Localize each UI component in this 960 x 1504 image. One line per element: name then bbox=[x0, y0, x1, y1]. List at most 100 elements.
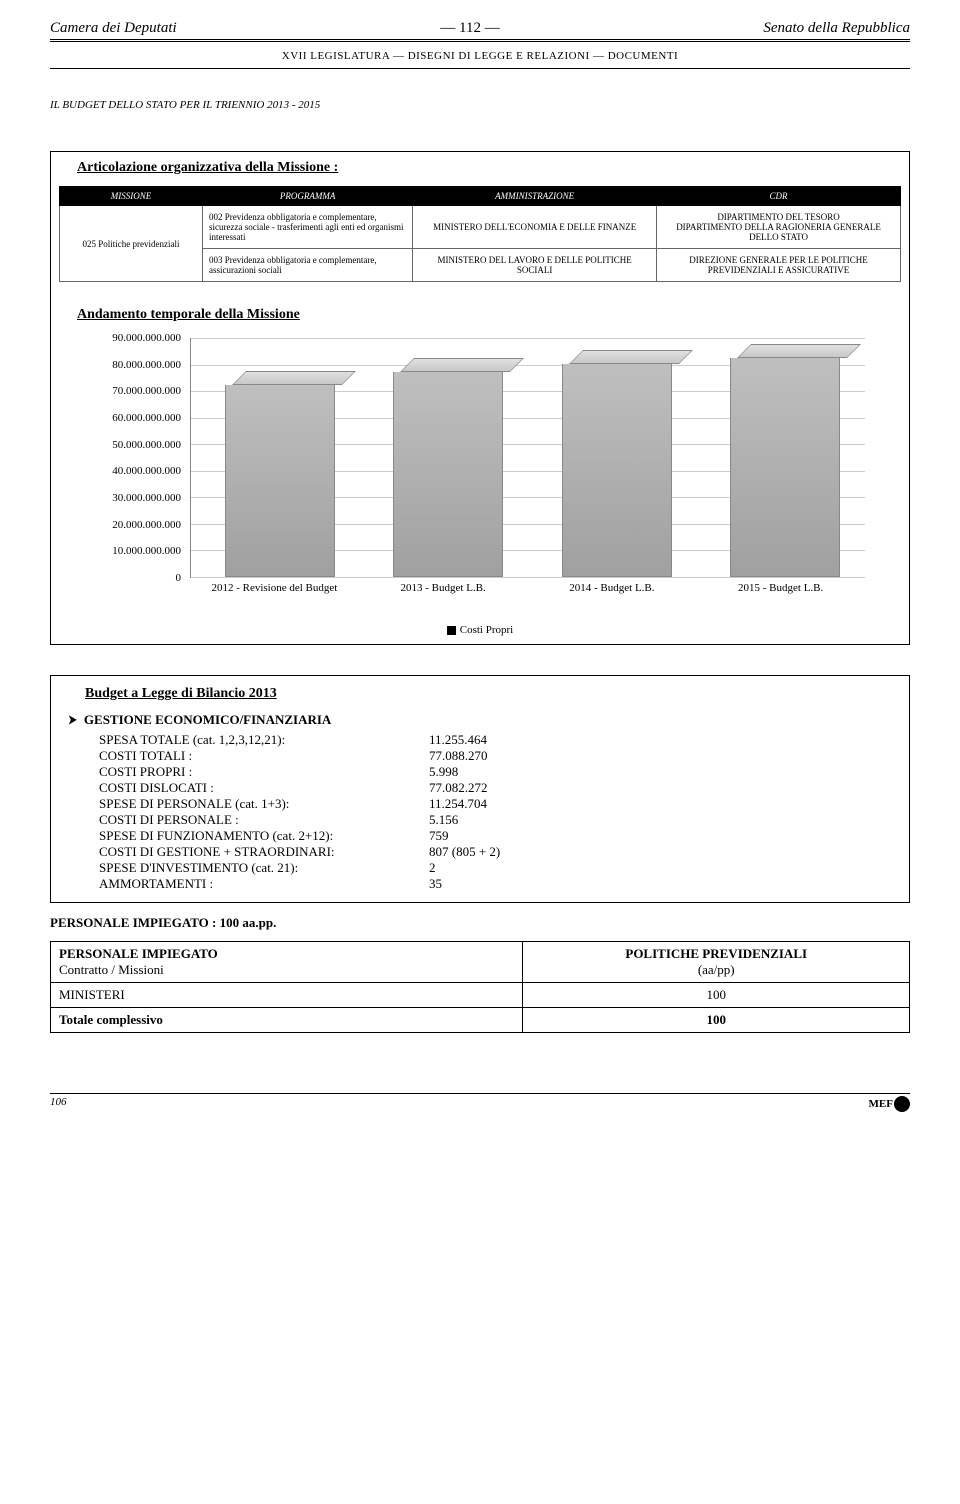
legend-swatch bbox=[447, 626, 456, 635]
mef-text: MEF bbox=[869, 1098, 893, 1110]
budget-label: COSTI PROPRI : bbox=[99, 764, 429, 780]
pers-value: 100 bbox=[523, 1008, 910, 1033]
doc-subtitle: IL BUDGET DELLO STATO PER IL TRIENNIO 20… bbox=[50, 99, 910, 111]
cell-programma: 002 Previdenza obbligatoria e complement… bbox=[202, 206, 412, 249]
budget-value: 11.255.464 bbox=[429, 732, 487, 748]
budget-label: COSTI DI GESTIONE + STRAORDINARI: bbox=[99, 844, 429, 860]
pers-head-row: PERSONALE IMPIEGATO Contratto / Missioni… bbox=[51, 942, 910, 983]
budget-row: COSTI DISLOCATI :77.082.272 bbox=[99, 780, 893, 796]
y-tick: 20.000.000.000 bbox=[112, 519, 181, 531]
chart-legend: Costi Propri bbox=[59, 624, 901, 636]
budget-label: COSTI DISLOCATI : bbox=[99, 780, 429, 796]
cell-missione: 025 Politiche previdenziali bbox=[60, 206, 203, 282]
budget-value: 807 (805 + 2) bbox=[429, 844, 500, 860]
budget-value: 77.088.270 bbox=[429, 748, 488, 764]
chart-bar bbox=[562, 350, 672, 577]
budget-rows: SPESA TOTALE (cat. 1,2,3,12,21):11.255.4… bbox=[99, 732, 893, 892]
chart-title: Andamento temporale della Missione bbox=[77, 307, 901, 323]
budget-value: 35 bbox=[429, 876, 442, 892]
footer: 106 MEF bbox=[50, 1093, 910, 1112]
budget-row: SPESA TOTALE (cat. 1,2,3,12,21):11.255.4… bbox=[99, 732, 893, 748]
pers-head-right: POLITICHE PREVIDENZIALI (aa/pp) bbox=[523, 942, 910, 983]
x-label: 2014 - Budget L.B. bbox=[528, 578, 697, 618]
org-header-row: MISSIONE PROGRAMMA AMMINISTRAZIONE CDR bbox=[60, 187, 901, 206]
pers-head-right-sub: (aa/pp) bbox=[698, 962, 735, 977]
budget-row: COSTI DI PERSONALE :5.156 bbox=[99, 812, 893, 828]
budget-row: SPESE DI PERSONALE (cat. 1+3):11.254.704 bbox=[99, 796, 893, 812]
cell-cdr: DIREZIONE GENERALE PER LE POLITICHE PREV… bbox=[657, 249, 901, 282]
legend-label: Costi Propri bbox=[460, 624, 513, 636]
pers-row: MINISTERI100 bbox=[51, 983, 910, 1008]
chart-bar bbox=[393, 358, 503, 577]
mef-badge: MEF bbox=[869, 1096, 910, 1112]
triangle-icon: ➤ bbox=[68, 712, 77, 728]
page-header: Camera dei Deputati — 112 — Senato della… bbox=[50, 20, 910, 42]
chart-bar bbox=[225, 371, 335, 577]
y-tick: 0 bbox=[176, 572, 182, 584]
cell-amministrazione: MINISTERO DEL LAVORO E DELLE POLITICHE S… bbox=[413, 249, 657, 282]
pers-label: Totale complessivo bbox=[51, 1008, 523, 1033]
chart: 90.000.000.00080.000.000.00070.000.000.0… bbox=[90, 338, 870, 618]
budget-value: 5.156 bbox=[429, 812, 458, 828]
y-tick: 60.000.000.000 bbox=[112, 412, 181, 424]
x-label: 2015 - Budget L.B. bbox=[696, 578, 865, 618]
budget-value: 11.254.704 bbox=[429, 796, 487, 812]
chart-plot bbox=[190, 338, 865, 578]
y-tick: 50.000.000.000 bbox=[112, 439, 181, 451]
chart-bar bbox=[730, 344, 840, 577]
pers-row: Totale complessivo100 bbox=[51, 1008, 910, 1033]
col-missione: MISSIONE bbox=[60, 187, 203, 206]
grid-line bbox=[191, 338, 865, 339]
budget-value: 5.998 bbox=[429, 764, 458, 780]
header-right: Senato della Repubblica bbox=[763, 20, 910, 37]
y-tick: 70.000.000.000 bbox=[112, 385, 181, 397]
personale-table: PERSONALE IMPIEGATO Contratto / Missioni… bbox=[50, 941, 910, 1033]
y-tick: 90.000.000.000 bbox=[112, 332, 181, 344]
pers-label: MINISTERI bbox=[51, 983, 523, 1008]
col-programma: PROGRAMMA bbox=[202, 187, 412, 206]
chart-x-labels: 2012 - Revisione del Budget2013 - Budget… bbox=[190, 578, 865, 618]
col-cdr: CDR bbox=[657, 187, 901, 206]
budget-section-label: GESTIONE ECONOMICO/FINANZIARIA bbox=[84, 712, 331, 727]
y-tick: 40.000.000.000 bbox=[112, 465, 181, 477]
budget-label: SPESE D'INVESTIMENTO (cat. 21): bbox=[99, 860, 429, 876]
pers-value: 100 bbox=[523, 983, 910, 1008]
legislature-line: XVII LEGISLATURA — DISEGNI DI LEGGE E RE… bbox=[50, 50, 910, 69]
y-tick: 10.000.000.000 bbox=[112, 545, 181, 557]
org-row: 025 Politiche previdenziali002 Previdenz… bbox=[60, 206, 901, 249]
y-tick: 30.000.000.000 bbox=[112, 492, 181, 504]
mission-box: Articolazione organizzativa della Missio… bbox=[50, 151, 910, 645]
pers-head-left: PERSONALE IMPIEGATO Contratto / Missioni bbox=[51, 942, 523, 983]
budget-row: COSTI PROPRI :5.998 bbox=[99, 764, 893, 780]
pers-head-right-title: POLITICHE PREVIDENZIALI bbox=[625, 946, 807, 961]
header-left: Camera dei Deputati bbox=[50, 20, 177, 37]
budget-label: SPESE DI PERSONALE (cat. 1+3): bbox=[99, 796, 429, 812]
budget-row: COSTI TOTALI :77.088.270 bbox=[99, 748, 893, 764]
x-label: 2012 - Revisione del Budget bbox=[190, 578, 359, 618]
org-table: MISSIONE PROGRAMMA AMMINISTRAZIONE CDR 0… bbox=[59, 186, 901, 282]
cell-cdr: DIPARTIMENTO DEL TESORO DIPARTIMENTO DEL… bbox=[657, 206, 901, 249]
budget-row: SPESE D'INVESTIMENTO (cat. 21):2 bbox=[99, 860, 893, 876]
budget-row: AMMORTAMENTI :35 bbox=[99, 876, 893, 892]
budget-label: COSTI DI PERSONALE : bbox=[99, 812, 429, 828]
header-page: — 112 — bbox=[440, 20, 499, 37]
budget-title: Budget a Legge di Bilancio 2013 bbox=[85, 686, 893, 702]
chart-y-axis: 90.000.000.00080.000.000.00070.000.000.0… bbox=[90, 338, 185, 578]
budget-label: COSTI TOTALI : bbox=[99, 748, 429, 764]
mission-title: Articolazione organizzativa della Missio… bbox=[77, 160, 901, 176]
budget-section: ➤ GESTIONE ECONOMICO/FINANZIARIA bbox=[67, 712, 893, 728]
budget-label: AMMORTAMENTI : bbox=[99, 876, 429, 892]
y-tick: 80.000.000.000 bbox=[112, 359, 181, 371]
budget-value: 77.082.272 bbox=[429, 780, 488, 796]
pers-head-left-sub: Contratto / Missioni bbox=[59, 962, 164, 977]
mef-circle-icon bbox=[894, 1096, 910, 1112]
budget-row: COSTI DI GESTIONE + STRAORDINARI:807 (80… bbox=[99, 844, 893, 860]
budget-row: SPESE DI FUNZIONAMENTO (cat. 2+12):759 bbox=[99, 828, 893, 844]
cell-programma: 003 Previdenza obbligatoria e complement… bbox=[202, 249, 412, 282]
col-amministrazione: AMMINISTRAZIONE bbox=[413, 187, 657, 206]
budget-label: SPESE DI FUNZIONAMENTO (cat. 2+12): bbox=[99, 828, 429, 844]
x-label: 2013 - Budget L.B. bbox=[359, 578, 528, 618]
budget-value: 2 bbox=[429, 860, 436, 876]
budget-box: Budget a Legge di Bilancio 2013 ➤ GESTION… bbox=[50, 675, 910, 903]
cell-amministrazione: MINISTERO DELL'ECONOMIA E DELLE FINANZE bbox=[413, 206, 657, 249]
